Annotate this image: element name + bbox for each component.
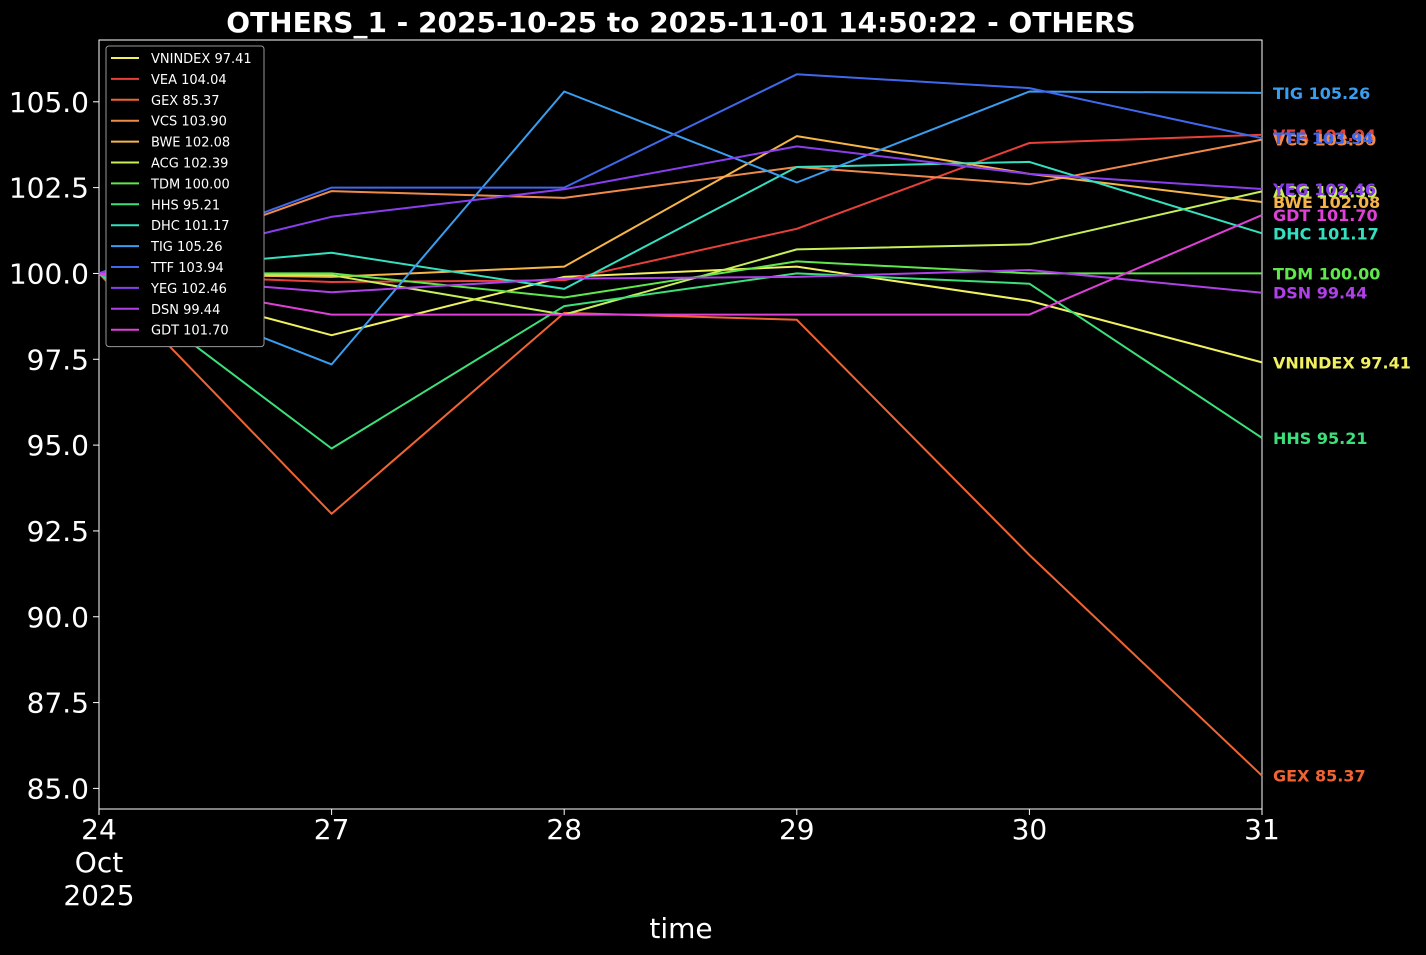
legend-box — [105, 45, 265, 348]
series-line-tig — [98, 90, 1263, 366]
y-tick-label: 102.5 — [9, 172, 89, 205]
x-tick-label: 27 — [314, 813, 350, 846]
legend-entry: TDM 100.00 — [150, 177, 230, 192]
legend-entry: VCS 103.90 — [151, 115, 227, 130]
legend-entry: VEA 104.04 — [151, 73, 227, 88]
x-axis-label: time — [649, 912, 712, 945]
end-label-dhc: DHC 101.17 — [1273, 224, 1379, 243]
series-line-yeg — [98, 145, 1263, 275]
end-label-ttf: TTF 103.94 — [1273, 129, 1373, 148]
x-tick-label: 29 — [779, 813, 815, 846]
series-line-vea — [98, 133, 1263, 283]
x-tick-label: 31 — [1244, 813, 1280, 846]
y-tick-label: 100.0 — [9, 257, 89, 290]
x-tick-label: 30 — [1012, 813, 1048, 846]
legend-entry: ACG 102.39 — [151, 157, 228, 172]
end-label-vea: VEA 104.04 — [1273, 126, 1376, 145]
legend: VNINDEX 97.41 VEA 104.04 GEX 85.37 VCS 103.… — [105, 45, 265, 348]
series-lines — [98, 73, 1263, 777]
series-line-hhs — [98, 272, 1263, 450]
end-label-dsn: DSN 99.44 — [1273, 284, 1367, 303]
series-line-gdt — [98, 214, 1263, 316]
x-tick-label: 24 Oct 2025 — [63, 813, 134, 912]
legend-entry: YEG 102.46 — [150, 282, 227, 297]
end-label-tdm: TDM 100.00 — [1273, 264, 1380, 283]
legend-entry: BWE 102.08 — [151, 136, 230, 151]
legend-entry: DSN 99.44 — [151, 303, 220, 318]
chart-title: OTHERS_1 - 2025-10-25 to 2025-11-01 14:5… — [226, 6, 1135, 39]
legend-entry: TTF 103.94 — [150, 261, 224, 276]
legend-entry: TIG 105.26 — [150, 240, 222, 255]
series-line-dhc — [98, 160, 1263, 290]
legend-entry: GEX 85.37 — [151, 94, 220, 109]
legend-entry: GDT 101.70 — [151, 324, 229, 339]
series-line-ttf — [98, 73, 1263, 275]
y-tick-label: 95.0 — [27, 429, 89, 462]
y-tick-label: 90.0 — [27, 601, 89, 634]
end-label-vnindex: VNINDEX 97.41 — [1273, 353, 1411, 372]
plot-frame — [98, 39, 1263, 810]
end-label-acg: ACG 102.39 — [1273, 182, 1378, 201]
series-line-dsn — [98, 269, 1263, 294]
y-tick-label: 87.5 — [27, 687, 89, 720]
series-line-gex — [98, 272, 1263, 777]
legend-entry: HHS 95.21 — [151, 198, 220, 213]
end-label-gex: GEX 85.37 — [1273, 767, 1366, 786]
legend-entry: VNINDEX 97.41 — [151, 52, 252, 67]
end-labels: VNINDEX 97.41 VEA 104.04 GEX 85.37 VCS 103.… — [1272, 84, 1411, 786]
y-tick-label: 92.5 — [27, 515, 89, 548]
series-line-vnindex — [98, 265, 1263, 364]
y-tick-label: 97.5 — [27, 343, 89, 376]
end-label-hhs: HHS 95.21 — [1273, 429, 1367, 448]
axes: 85.0 87.5 90.0 92.5 95.0 97.5 100.0 102.5 105.0 2… — [9, 39, 1280, 912]
y-tick-label: 105.0 — [9, 86, 89, 119]
end-label-bwe: BWE 102.08 — [1273, 193, 1380, 212]
end-label-vcs: VCS 103.90 — [1273, 131, 1376, 150]
series-line-bwe — [98, 135, 1263, 278]
end-label-gdt: GDT 101.70 — [1273, 206, 1378, 225]
x-tick-label: 28 — [546, 813, 582, 846]
legend-entry: DHC 101.17 — [151, 219, 229, 234]
end-label-yeg: YEG 102.46 — [1272, 180, 1376, 199]
y-tick-label: 85.0 — [27, 772, 89, 805]
end-label-tig: TIG 105.26 — [1273, 84, 1370, 103]
series-line-acg — [98, 190, 1263, 316]
